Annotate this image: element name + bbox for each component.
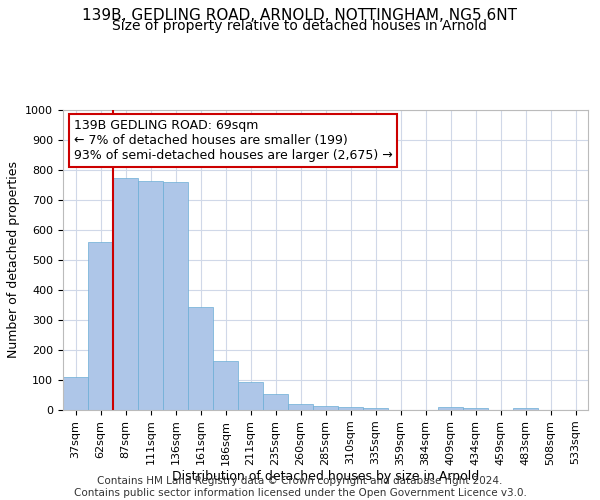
Bar xyxy=(313,406,338,410)
Y-axis label: Number of detached properties: Number of detached properties xyxy=(7,162,20,358)
Text: 139B GEDLING ROAD: 69sqm
← 7% of detached houses are smaller (199)
93% of semi-d: 139B GEDLING ROAD: 69sqm ← 7% of detache… xyxy=(74,119,392,162)
X-axis label: Distribution of detached houses by size in Arnold: Distribution of detached houses by size … xyxy=(172,470,479,484)
Bar xyxy=(113,178,138,410)
Bar xyxy=(188,306,213,410)
Text: Size of property relative to detached houses in Arnold: Size of property relative to detached ho… xyxy=(113,19,487,33)
Bar xyxy=(288,404,313,410)
Text: 139B, GEDLING ROAD, ARNOLD, NOTTINGHAM, NG5 6NT: 139B, GEDLING ROAD, ARNOLD, NOTTINGHAM, … xyxy=(83,8,517,22)
Bar xyxy=(63,377,88,410)
Bar xyxy=(263,394,288,410)
Bar xyxy=(363,408,388,410)
Bar xyxy=(88,242,113,410)
Bar xyxy=(238,382,263,410)
Bar xyxy=(138,182,163,410)
Bar xyxy=(163,182,188,410)
Bar xyxy=(213,361,238,410)
Bar xyxy=(338,407,363,410)
Bar xyxy=(463,408,488,410)
Bar xyxy=(438,407,463,410)
Text: Contains HM Land Registry data © Crown copyright and database right 2024.
Contai: Contains HM Land Registry data © Crown c… xyxy=(74,476,526,498)
Bar xyxy=(513,408,538,410)
